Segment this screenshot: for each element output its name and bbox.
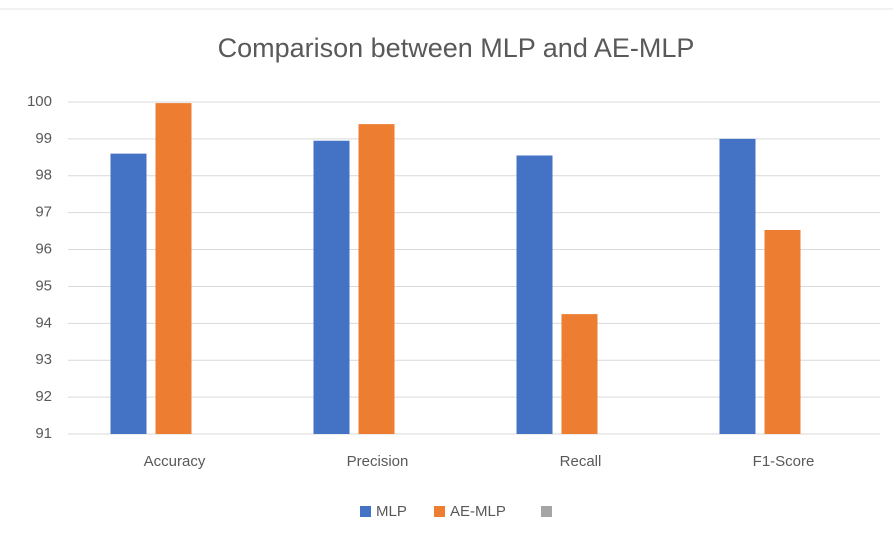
bar	[516, 155, 553, 434]
x-tick-label: Recall	[560, 453, 602, 470]
bar	[561, 314, 598, 434]
y-tick-label: 93	[35, 351, 52, 368]
y-tick-label: 98	[35, 167, 52, 184]
y-tick-label: 91	[35, 425, 52, 442]
legend-swatch	[360, 506, 371, 517]
legend-swatch	[434, 506, 445, 517]
legend-swatch	[541, 506, 552, 517]
bar	[155, 103, 192, 435]
chart-title: Comparison between MLP and AE-MLP	[218, 33, 695, 63]
bar	[764, 230, 801, 434]
bar	[110, 153, 147, 434]
y-tick-label: 100	[27, 93, 52, 110]
legend-label: AE-MLP	[450, 503, 506, 520]
x-tick-label: Accuracy	[144, 453, 206, 470]
x-tick-label: Precision	[347, 453, 409, 470]
x-tick-label: F1-Score	[753, 453, 815, 470]
bar	[719, 138, 756, 434]
legend-label: MLP	[376, 503, 407, 520]
bar	[358, 124, 395, 434]
y-tick-label: 92	[35, 388, 52, 405]
y-tick-label: 99	[35, 130, 52, 147]
y-tick-label: 97	[35, 204, 52, 221]
bar	[313, 140, 350, 434]
y-tick-label: 95	[35, 277, 52, 294]
y-tick-label: 94	[35, 314, 52, 331]
y-tick-label: 96	[35, 241, 52, 258]
